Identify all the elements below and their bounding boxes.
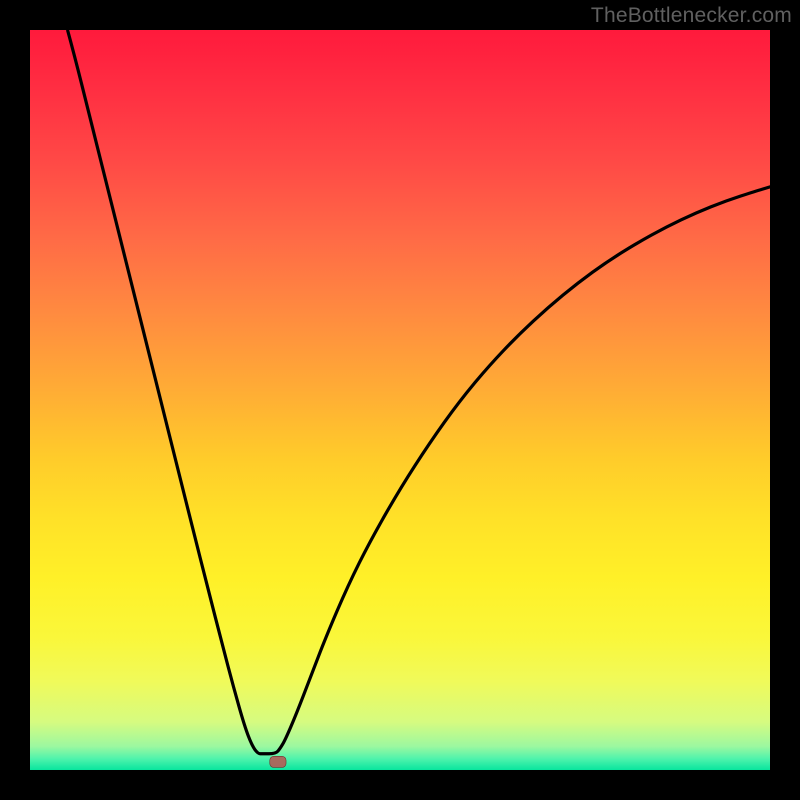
watermark-text: TheBottlenecker.com: [591, 4, 792, 28]
chart-background-gradient: [30, 30, 770, 770]
bottleneck-chart: TheBottlenecker.com: [0, 0, 800, 800]
chart-svg: [0, 0, 800, 800]
optimal-point-marker: [270, 756, 286, 767]
